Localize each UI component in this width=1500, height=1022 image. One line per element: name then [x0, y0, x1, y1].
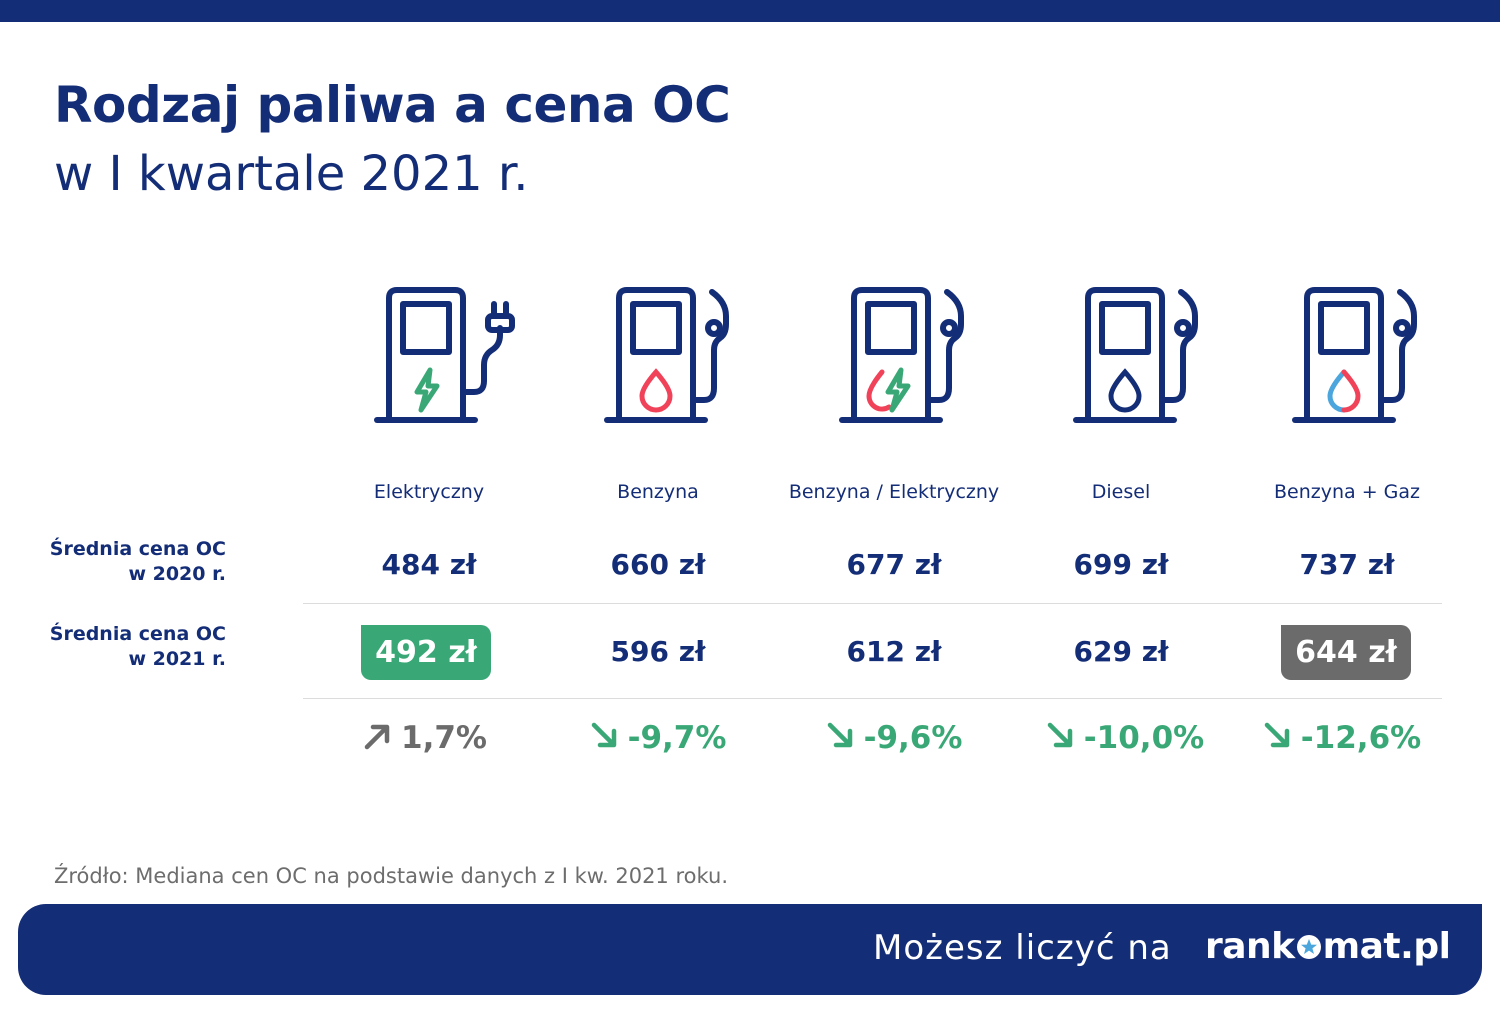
- row-label-2021: Średnia cena OC w 2021 r.: [20, 622, 226, 672]
- logo-text-left: rank: [1205, 926, 1295, 967]
- value-2020-diesel: 699 zł: [1073, 548, 1169, 581]
- change-value: -9,7%: [627, 720, 727, 756]
- rankomat-logo: rank mat.pl: [1205, 926, 1451, 967]
- category-label-benzyna-elektryczny: Benzyna / Elektryczny: [788, 481, 1000, 503]
- change-benzyna-elektryczny: -9,6%: [774, 720, 1014, 756]
- value-2021-diesel: 629 zł: [1073, 635, 1169, 668]
- value-2021-benzyna: 596 zł: [610, 635, 706, 668]
- row-label-2020: Średnia cena OC w 2020 r.: [20, 537, 226, 587]
- logo-text-right: mat.pl: [1322, 926, 1451, 967]
- value-2021-benzyna-elektryczny: 612 zł: [846, 635, 942, 668]
- row-label-2020-line1: Średnia cena OC: [49, 538, 226, 560]
- change-diesel: -10,0%: [1005, 720, 1245, 756]
- value-2021-elektryczny: 492 zł: [361, 625, 491, 680]
- category-label-benzyna-gaz: Benzyna + Gaz: [1273, 481, 1420, 503]
- footer-tagline: Możesz liczyć na: [873, 928, 1172, 968]
- petrol-pump-icon: [604, 287, 729, 423]
- change-value: 1,7%: [401, 720, 487, 756]
- change-value: -10,0%: [1083, 720, 1205, 756]
- category-label-benzyna: Benzyna: [617, 481, 699, 503]
- hybrid-pump-icon: [839, 287, 964, 423]
- logo-star-icon: [1296, 935, 1321, 959]
- change-elektryczny: 1,7%: [305, 720, 545, 756]
- arrow-down-right-icon: [1047, 722, 1073, 748]
- row-divider: [303, 698, 1442, 699]
- row-label-2020-line2: w 2020 r.: [128, 563, 226, 585]
- row-label-2021-line2: w 2021 r.: [128, 648, 226, 670]
- value-2020-benzyna-elektryczny: 677 zł: [846, 548, 942, 581]
- arrow-down-right-icon: [1264, 722, 1290, 748]
- row-divider: [303, 603, 1442, 604]
- value-2021-benzyna-gaz: 644 zł: [1281, 625, 1411, 680]
- row-label-2021-line1: Średnia cena OC: [49, 623, 226, 645]
- footer-banner: [18, 904, 1482, 995]
- category-label-elektryczny: Elektryczny: [373, 481, 485, 503]
- top-bar: [0, 0, 1500, 22]
- page-title: Rodzaj paliwa a cena OC: [54, 76, 731, 134]
- value-2020-elektryczny: 484 zł: [381, 548, 477, 581]
- value-2020-benzyna-gaz: 737 zł: [1299, 548, 1395, 581]
- lpg-pump-icon: [1292, 287, 1417, 423]
- arrow-up-right-icon: [364, 724, 390, 750]
- diesel-pump-icon: [1073, 287, 1198, 423]
- source-note: Źródło: Mediana cen OC na podstawie dany…: [54, 864, 728, 888]
- arrow-down-right-icon: [827, 722, 852, 748]
- value-2020-benzyna: 660 zł: [610, 548, 706, 581]
- ev-charger-icon: [374, 287, 515, 423]
- change-value: -9,6%: [863, 720, 963, 756]
- page-subtitle: w I kwartale 2021 r.: [54, 146, 529, 202]
- category-label-diesel: Diesel: [1091, 481, 1151, 503]
- arrow-down-right-icon: [591, 722, 616, 748]
- change-benzyna: -9,7%: [538, 720, 778, 756]
- change-benzyna-gaz: -12,6%: [1222, 720, 1462, 756]
- change-value: -12,6%: [1300, 720, 1422, 756]
